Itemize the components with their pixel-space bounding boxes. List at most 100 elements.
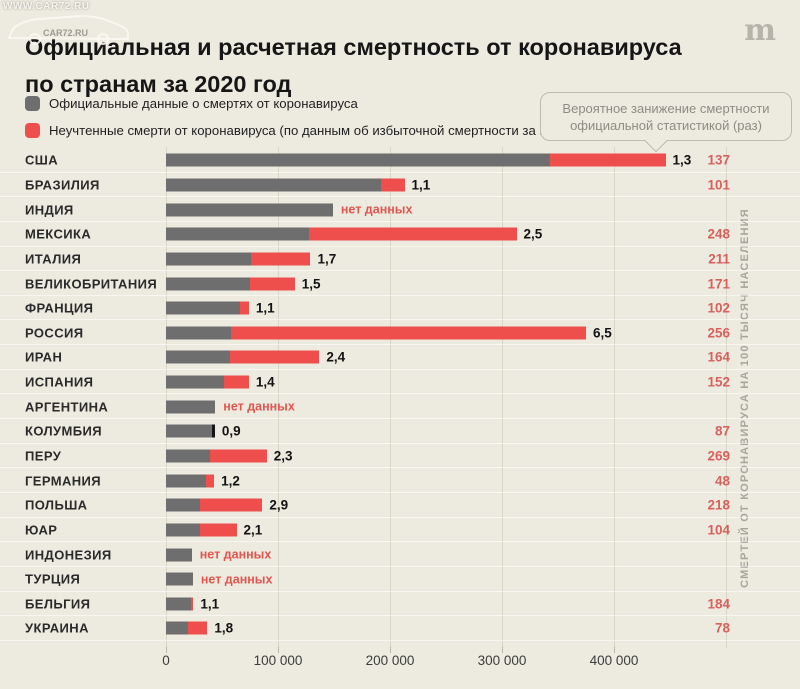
official-deaths-bar bbox=[166, 400, 216, 414]
bar-group: 2,1 bbox=[166, 522, 262, 537]
excess-deaths-bar bbox=[309, 227, 517, 241]
gridline bbox=[614, 147, 615, 648]
table-row: ИРАН 2,4 164 bbox=[0, 345, 800, 370]
official-deaths-bar bbox=[166, 572, 193, 586]
ratio-label: 6,5 bbox=[592, 325, 612, 341]
country-label: МЕКСИКА bbox=[25, 226, 92, 242]
deaths-per-100k-value: 164 bbox=[707, 349, 730, 365]
table-row: США 1,3 137 bbox=[0, 148, 800, 173]
excess-deaths-bar bbox=[250, 277, 295, 291]
ratio-label: 1,5 bbox=[301, 276, 321, 292]
country-label: АРГЕНТИНА bbox=[25, 399, 109, 415]
country-label: ГЕРМАНИЯ bbox=[25, 473, 102, 489]
table-row: ПЕРУ 2,3 269 bbox=[0, 444, 800, 469]
official-deaths-bar bbox=[166, 474, 207, 488]
country-label: УКРАИНА bbox=[25, 620, 89, 636]
country-label: ИТАЛИЯ bbox=[25, 251, 82, 267]
title-line-2: по странам за 2020 год bbox=[25, 70, 292, 97]
bar-group: нет данных bbox=[166, 548, 271, 562]
country-label: ВЕЛИКОБРИТАНИЯ bbox=[25, 276, 158, 292]
ratio-label: 2,9 bbox=[269, 497, 289, 513]
table-row: БЕЛЬГИЯ 1,1 184 bbox=[0, 592, 800, 617]
deaths-per-100k-value: 256 bbox=[707, 325, 730, 341]
watermark: WWW.CAR72.RU CAR72.RU bbox=[3, 1, 129, 45]
bar-group: нет данных bbox=[166, 203, 412, 217]
x-tick-mark bbox=[278, 647, 279, 653]
bar-group: 2,4 bbox=[166, 349, 346, 365]
legend-label-official: Официальные данные о смертях от коронави… bbox=[49, 96, 358, 111]
excess-deaths-bar bbox=[251, 252, 311, 266]
excess-deaths-bar bbox=[199, 498, 263, 512]
country-label: ТУРЦИЯ bbox=[25, 571, 81, 587]
legend-swatch-excess-icon bbox=[25, 123, 40, 138]
chart-gridlines bbox=[0, 147, 800, 648]
official-deaths-bar bbox=[166, 178, 382, 192]
bar-group: 1,1 bbox=[166, 300, 275, 316]
table-row: ВЕЛИКОБРИТАНИЯ 1,5 171 bbox=[0, 271, 800, 296]
x-axis: 0 100 000 200 000 300 000 400 000 bbox=[0, 647, 800, 673]
official-deaths-bar bbox=[166, 597, 191, 611]
callout-line-2: официальной статистикой (раз) bbox=[570, 117, 762, 133]
legend-label-excess: Неучтенные смерти от коронавируса (по да… bbox=[49, 123, 564, 138]
chart-legend: Официальные данные о смертях от коронави… bbox=[25, 93, 563, 147]
bar-group: 1,1 bbox=[166, 177, 431, 193]
country-label: БЕЛЬГИЯ bbox=[25, 596, 91, 612]
table-row: ФРАНЦИЯ 1,1 102 bbox=[0, 296, 800, 321]
gridline bbox=[390, 147, 391, 648]
deaths-per-100k-value: 184 bbox=[707, 596, 730, 612]
excess-deaths-bar bbox=[209, 449, 267, 463]
official-deaths-bar bbox=[166, 301, 240, 315]
x-tick-label: 400 000 bbox=[589, 653, 639, 668]
callout-bubble: Вероятное занижение смертности официальн… bbox=[540, 92, 792, 152]
deaths-per-100k-value: 211 bbox=[708, 251, 730, 267]
ratio-label: 0,9 bbox=[221, 423, 241, 439]
legend-swatch-official-icon bbox=[25, 96, 40, 111]
bar-group: 1,7 bbox=[166, 251, 336, 266]
table-row: МЕКСИКА 2,5 248 bbox=[0, 222, 800, 247]
watermark-car-text: CAR72.RU bbox=[43, 28, 88, 38]
ratio-label: 1,2 bbox=[221, 473, 240, 489]
official-deaths-bar bbox=[166, 424, 212, 438]
excess-deaths-bar bbox=[229, 350, 320, 364]
ratio-label: 2,4 bbox=[326, 349, 346, 365]
official-deaths-bar bbox=[166, 227, 310, 241]
bar-group: 2,5 bbox=[166, 227, 542, 242]
ratio-label: 1,1 bbox=[200, 596, 220, 612]
bar-group: 2,9 bbox=[166, 497, 289, 513]
table-row: БРАЗИЛИЯ 1,1 101 bbox=[0, 173, 800, 198]
ratio-label: 1,1 bbox=[255, 300, 275, 316]
official-deaths-bar bbox=[166, 498, 200, 512]
official-deaths-bar bbox=[166, 203, 333, 217]
table-row: ИТАЛИЯ 1,7 211 bbox=[0, 247, 800, 272]
deaths-per-100k-value: 48 bbox=[714, 473, 730, 489]
ratio-label: 1,1 bbox=[411, 177, 431, 193]
bar-group: нет данных bbox=[166, 572, 272, 586]
excess-deaths-bar bbox=[224, 375, 249, 389]
gridline bbox=[278, 147, 279, 648]
x-tick-label: 300 000 bbox=[477, 653, 527, 668]
country-label: БРАЗИЛИЯ bbox=[25, 177, 100, 193]
bar-group: 1,4 bbox=[166, 375, 275, 390]
title-line-1: Официальная и расчетная смертность от ко… bbox=[25, 33, 682, 60]
official-deaths-bar bbox=[166, 375, 225, 389]
table-row: ТУРЦИЯ нет данных bbox=[0, 567, 800, 592]
country-label: РОССИЯ bbox=[25, 325, 84, 341]
deaths-per-100k-value: 248 bbox=[707, 226, 730, 242]
x-tick-label: 200 000 bbox=[365, 653, 415, 668]
deaths-per-100k-value: 218 bbox=[707, 497, 730, 513]
official-deaths-bar bbox=[166, 350, 230, 364]
bar-group: 1,5 bbox=[166, 276, 321, 292]
deaths-per-100k-value: 78 bbox=[714, 620, 730, 636]
x-tick-mark bbox=[614, 647, 615, 653]
meduza-logo-icon: m bbox=[744, 13, 776, 48]
legend-item-official: Официальные данные о смертях от коронави… bbox=[25, 93, 563, 114]
country-label: ПЕРУ bbox=[25, 448, 62, 464]
excess-deaths-bar bbox=[381, 178, 405, 192]
page-title: Официальная и расчетная смертность от ко… bbox=[25, 29, 745, 103]
deaths-per-100k-value: 104 bbox=[707, 522, 730, 538]
bar-group: нет данных bbox=[166, 400, 295, 414]
country-label: США bbox=[25, 152, 59, 168]
deaths-per-100k-value: 269 bbox=[707, 448, 730, 464]
table-row: КОЛУМБИЯ 0,9 87 bbox=[0, 419, 800, 444]
